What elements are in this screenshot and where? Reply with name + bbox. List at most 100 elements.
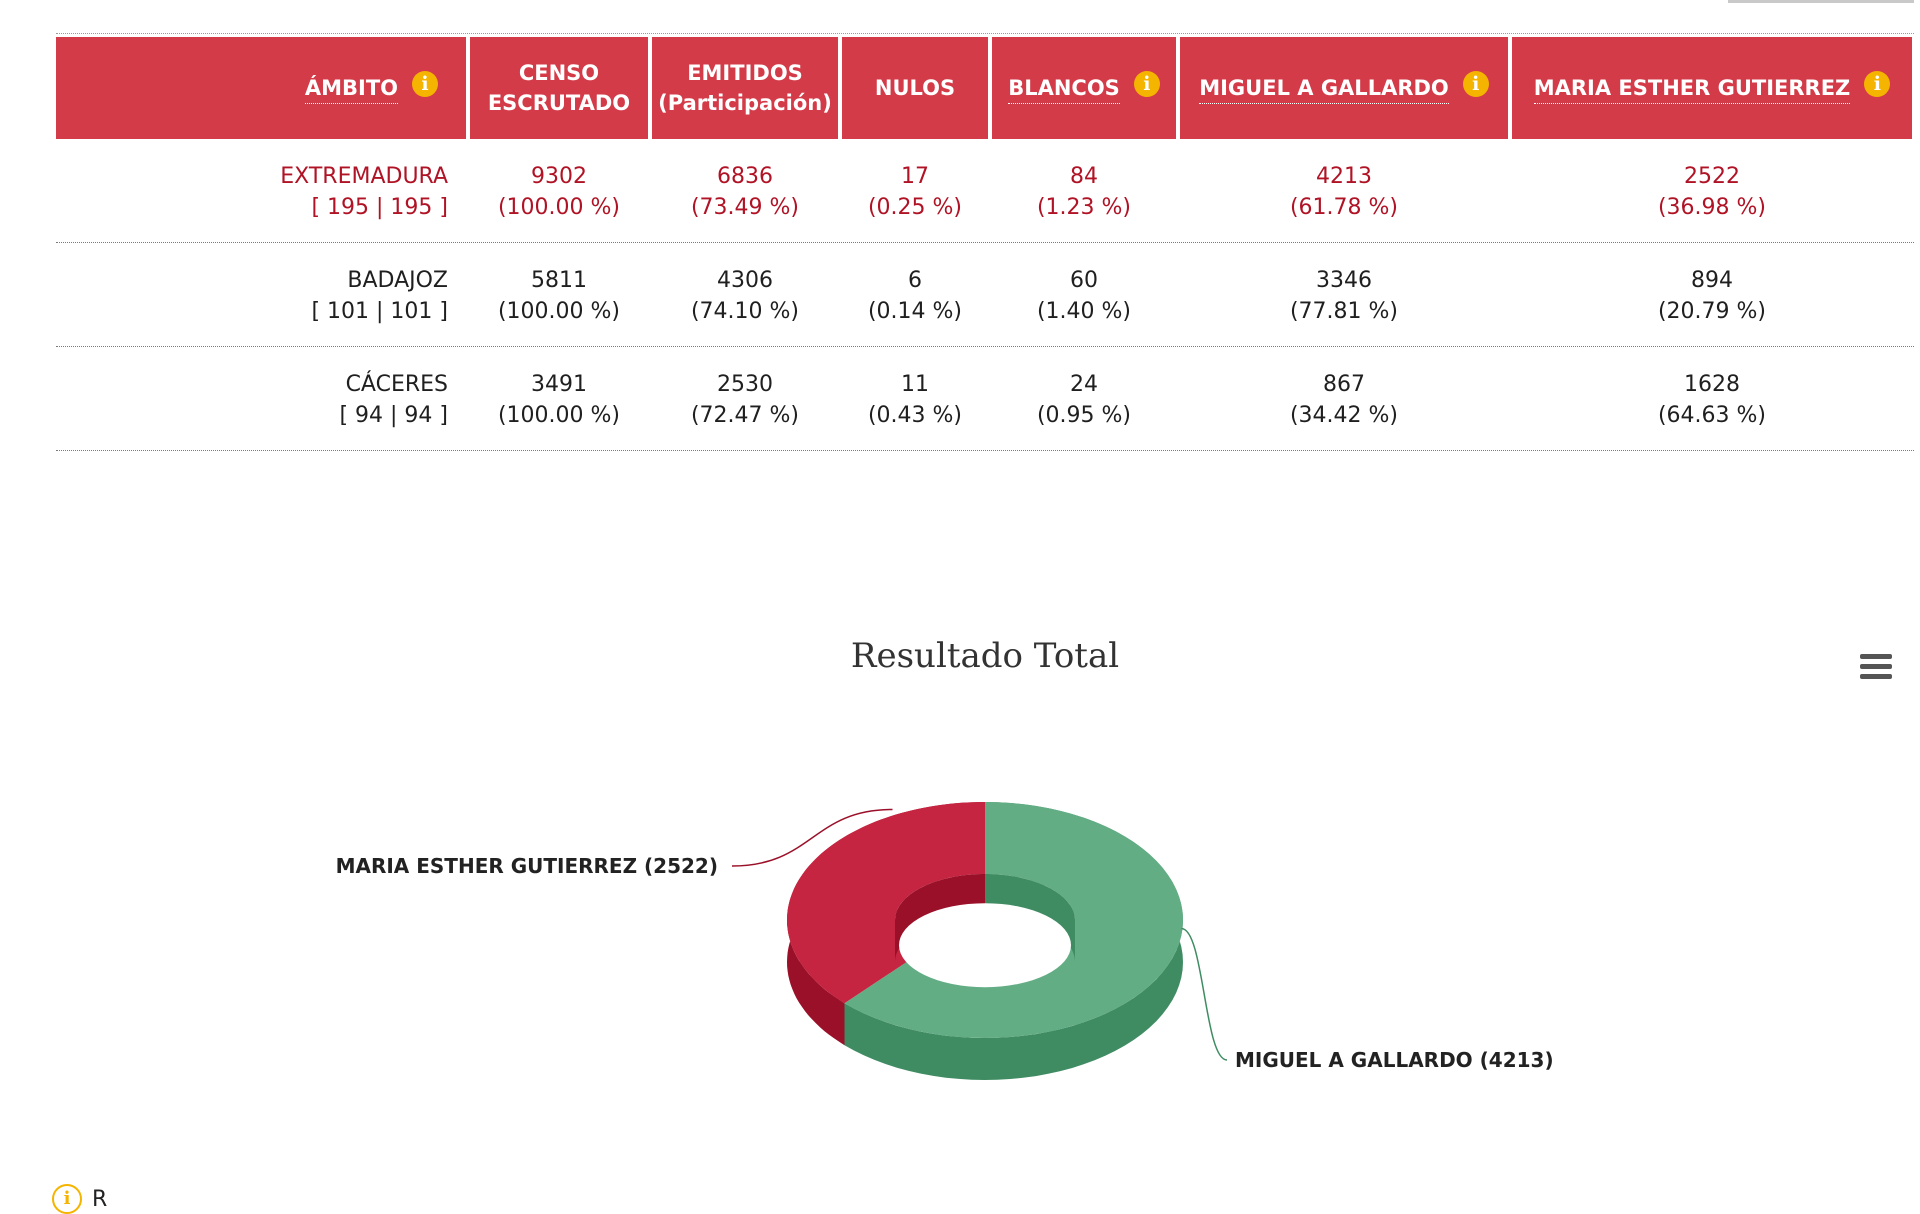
cell-nulos: 6 (0.14 %) [842, 265, 988, 335]
censo-pct: (100.00 %) [497, 299, 621, 324]
candidate-2-votes: 1628 [1684, 372, 1740, 397]
censo-value: 3491 [531, 372, 587, 397]
emitidos-value: 6836 [717, 164, 773, 189]
cell-blancos: 24 (0.95 %) [992, 369, 1176, 439]
cell-blancos: 84 (1.23 %) [992, 161, 1176, 231]
header-candidate-2-label[interactable]: MARIA ESTHER GUTIERREZ [1533, 73, 1851, 104]
header-blancos-label[interactable]: BLANCOS [1008, 73, 1120, 104]
header-emitidos: EMITIDOS (Participación) [652, 37, 838, 139]
cell-nulos: 17 (0.25 %) [842, 161, 988, 231]
cell-candidate-1: 867 (34.42 %) [1180, 369, 1508, 439]
emitidos-pct: (73.49 %) [690, 195, 800, 220]
ambito-mesas: [ 195 | 195 ] [311, 195, 448, 220]
cell-candidate-1: 3346 (77.81 %) [1180, 265, 1508, 335]
cell-emitidos: 2530 (72.47 %) [652, 369, 838, 439]
censo-pct: (100.00 %) [497, 195, 621, 220]
candidate-2-pct: (36.98 %) [1657, 195, 1767, 220]
info-icon[interactable]: i [1462, 71, 1489, 97]
corner-mark [1728, 0, 1914, 3]
cell-censo: 9302 (100.00 %) [470, 161, 648, 231]
pie-label-connector-2 [731, 808, 893, 867]
censo-pct: (100.00 %) [497, 403, 621, 428]
blancos-pct: (1.40 %) [1036, 299, 1132, 324]
header-nulos-label: NULOS [874, 76, 956, 100]
nulos-value: 6 [908, 268, 922, 293]
cell-blancos: 60 (1.40 %) [992, 265, 1176, 335]
info-icon[interactable]: i [52, 1184, 82, 1214]
cell-censo: 3491 (100.00 %) [470, 369, 648, 439]
censo-value: 9302 [531, 164, 587, 189]
blancos-pct: (1.23 %) [1036, 195, 1132, 220]
candidate-2-votes: 2522 [1684, 164, 1740, 189]
cell-candidate-2: 894 (20.79 %) [1512, 265, 1912, 335]
info-icon[interactable]: i [1864, 71, 1891, 97]
pie-slice-side-1 [844, 802, 1183, 1080]
nulos-pct: (0.14 %) [867, 299, 963, 324]
cell-nulos: 11 (0.43 %) [842, 369, 988, 439]
ambito-mesas: [ 101 | 101 ] [311, 299, 448, 324]
cell-candidate-2: 1628 (64.63 %) [1512, 369, 1912, 439]
candidate-2-pct: (64.63 %) [1657, 403, 1767, 428]
blancos-value: 24 [1070, 372, 1098, 397]
blancos-value: 60 [1070, 268, 1098, 293]
cell-ambito: BADAJOZ [ 101 | 101 ] [56, 265, 448, 335]
chart-title: Resultado Total [850, 636, 1120, 676]
header-candidate-1-label[interactable]: MIGUEL A GALLARDO [1199, 73, 1449, 104]
nulos-pct: (0.43 %) [867, 403, 963, 428]
nulos-pct: (0.25 %) [867, 195, 963, 220]
censo-value: 5811 [531, 268, 587, 293]
chart-menu-button[interactable] [1860, 654, 1892, 680]
table-top-rule [56, 33, 1914, 34]
ambito-name[interactable]: BADAJOZ [347, 268, 448, 293]
cell-candidate-2: 2522 (36.98 %) [1512, 161, 1912, 231]
header-ambito: ÁMBITO i [56, 37, 466, 139]
nulos-value: 11 [901, 372, 929, 397]
ambito-mesas: [ 94 | 94 ] [339, 403, 448, 428]
ambito-name[interactable]: EXTREMADURA [280, 164, 448, 189]
header-censo: CENSO ESCRUTADO [470, 37, 648, 139]
cell-emitidos: 4306 (74.10 %) [652, 265, 838, 335]
footnote-text: R [92, 1186, 108, 1212]
candidate-1-pct: (61.78 %) [1289, 195, 1399, 220]
emitidos-pct: (72.47 %) [690, 403, 800, 428]
info-icon[interactable]: i [412, 71, 438, 97]
header-censo-line1: CENSO [518, 61, 600, 85]
header-ambito-label[interactable]: ÁMBITO [304, 73, 398, 104]
cell-censo: 5811 (100.00 %) [470, 265, 648, 335]
ambito-name[interactable]: CÁCERES [345, 372, 448, 397]
info-icon[interactable]: i [1133, 71, 1160, 97]
header-blancos: BLANCOS i [992, 37, 1176, 139]
pie-slice-1[interactable] [844, 802, 1184, 1038]
nulos-value: 17 [901, 164, 929, 189]
cell-ambito: EXTREMADURA [ 195 | 195 ] [56, 161, 448, 231]
header-emitidos-line1: EMITIDOS [687, 61, 803, 85]
cell-emitidos: 6836 (73.49 %) [652, 161, 838, 231]
candidate-1-votes: 3346 [1316, 268, 1372, 293]
pie-slice-2[interactable] [787, 802, 985, 1004]
footnote: i R [52, 1184, 107, 1214]
emitidos-value: 2530 [717, 372, 773, 397]
candidate-1-pct: (34.42 %) [1289, 403, 1399, 428]
pie-label-connector-1 [1181, 927, 1228, 1061]
row-divider [56, 346, 1914, 347]
hamburger-menu-icon-bar [1860, 674, 1892, 679]
header-candidate-1: MIGUEL A GALLARDO i [1180, 37, 1508, 139]
header-candidate-2: MARIA ESTHER GUTIERREZ i [1512, 37, 1912, 139]
header-censo-line2: ESCRUTADO [487, 91, 631, 115]
candidate-2-votes: 894 [1691, 268, 1733, 293]
hamburger-menu-icon [1860, 654, 1892, 659]
header-emitidos-line2: (Participación) [658, 91, 832, 115]
pie-hole [899, 903, 1071, 988]
blancos-value: 84 [1070, 164, 1098, 189]
pie-slice-label-1: MIGUEL A GALLARDO (4213) [1235, 1048, 1554, 1072]
header-nulos: NULOS [842, 37, 988, 139]
candidate-2-pct: (20.79 %) [1657, 299, 1767, 324]
row-divider [56, 242, 1914, 243]
row-divider [56, 450, 1914, 451]
blancos-pct: (0.95 %) [1036, 403, 1132, 428]
emitidos-value: 4306 [717, 268, 773, 293]
candidate-1-votes: 867 [1323, 372, 1365, 397]
candidate-1-votes: 4213 [1316, 164, 1372, 189]
hamburger-menu-icon-bar [1860, 664, 1892, 669]
pie-slice-label-2: MARIA ESTHER GUTIERREZ (2522) [336, 854, 718, 878]
